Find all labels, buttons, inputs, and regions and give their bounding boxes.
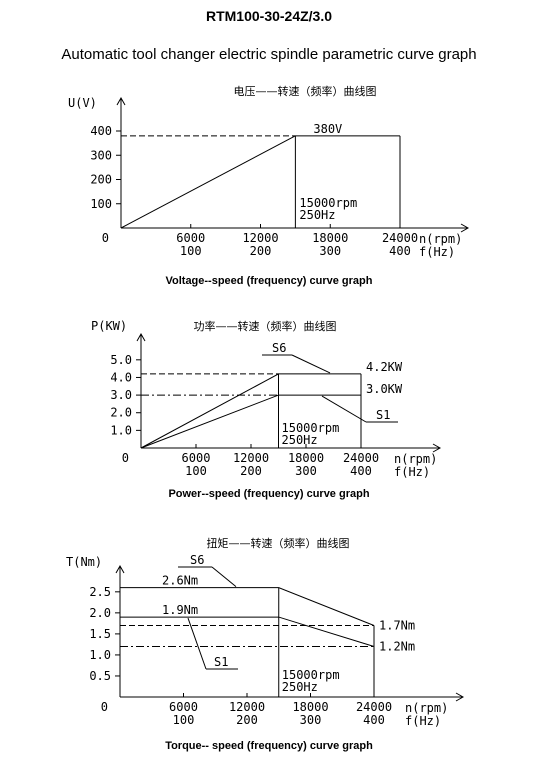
s1-torque-start-label: 1.9Nm: [162, 603, 198, 617]
x-tick-label-rpm: 12000: [242, 231, 278, 245]
s1-legend-label: S1: [214, 655, 228, 669]
y-axis-title: P(KW): [91, 319, 127, 333]
chart-chinese-title: 电压——转速（频率）曲线图: [234, 84, 377, 98]
x-tick-label-hz: 400: [363, 713, 385, 727]
x-tick-label-hz: 300: [300, 713, 322, 727]
x-tick-label-hz: 400: [389, 244, 411, 258]
y-axis-arrow: [116, 96, 126, 106]
x-tick-label-hz: 200: [240, 464, 262, 478]
s6-power-value: 4.2KW: [366, 360, 403, 374]
y-tick-label: 2.0: [89, 606, 111, 620]
origin-label: 0: [102, 231, 109, 245]
origin-label: 0: [101, 700, 108, 714]
x-tick-label-hz: 200: [236, 713, 258, 727]
y-tick-label: 2.0: [110, 406, 132, 420]
y-tick-label: 5.0: [110, 353, 132, 367]
s1-power-value: 3.0KW: [366, 382, 403, 396]
s1-torque-line: [120, 616, 375, 647]
y-tick-label: 2.5: [89, 585, 111, 599]
x-axis-title-hz: f(Hz): [419, 245, 455, 259]
x-axis-title-rpm: n(rpm): [394, 452, 437, 466]
s6-power-line: [140, 373, 361, 449]
y-axis-title: U(V): [68, 96, 97, 110]
chart-caption: Power--speed (frequency) curve graph: [168, 488, 369, 500]
x-tick-label-hz: 100: [180, 244, 202, 258]
s1-leader-line: [321, 395, 367, 423]
y-tick-label: 200: [90, 173, 112, 187]
voltage-ramp-line: [120, 135, 296, 229]
chart-chinese-title: 功率——转速（频率）曲线图: [194, 319, 337, 333]
base-freq-label: 250Hz: [282, 680, 318, 694]
x-axis-title-hz: f(Hz): [405, 714, 441, 728]
x-tick-label-hz: 300: [319, 244, 341, 258]
x-tick-label-rpm: 24000: [343, 451, 379, 465]
x-tick-label-hz: 100: [173, 713, 195, 727]
x-tick-label-hz: 400: [350, 464, 372, 478]
x-tick-label-rpm: 24000: [356, 700, 392, 714]
x-axis-arrow: [460, 223, 470, 233]
x-tick-label-hz: 100: [185, 464, 207, 478]
y-axis-arrow: [136, 332, 146, 342]
x-tick-label-rpm: 6000: [176, 231, 205, 245]
x-tick-label-rpm: 24000: [382, 231, 418, 245]
s1-leader-line: [187, 617, 207, 670]
page-subtitle: Automatic tool changer electric spindle …: [61, 46, 477, 63]
x-axis-arrow: [432, 443, 442, 453]
x-tick-label-hz: 300: [295, 464, 317, 478]
x-tick-label-rpm: 6000: [182, 451, 211, 465]
x-axis-arrow: [455, 692, 465, 702]
s6-torque-start-label: 2.6Nm: [162, 574, 198, 588]
s6-legend-label: S6: [272, 341, 286, 355]
base-freq-label: 250Hz: [299, 208, 335, 222]
chart-caption: Voltage--speed (frequency) curve graph: [165, 275, 372, 287]
s6-torque-end-label: 1.7Nm: [379, 618, 415, 632]
s1-torque-end-label: 1.2Nm: [379, 640, 415, 654]
x-axis-title-rpm: n(rpm): [419, 232, 462, 246]
y-tick-label: 400: [90, 124, 112, 138]
base-speed-label: 15000rpm: [282, 668, 340, 682]
rated-voltage-label: 380V: [313, 122, 342, 136]
s6-legend-label: S6: [190, 553, 204, 567]
x-tick-label-rpm: 18000: [288, 451, 324, 465]
x-tick-label-rpm: 12000: [229, 700, 265, 714]
model-title: RTM100-30-24Z/3.0: [205, 8, 333, 24]
s6-leader-line: [291, 354, 331, 374]
chart-chinese-title: 扭矩——转速（频率）曲线图: [207, 536, 350, 550]
s6-leader-line: [211, 566, 237, 588]
base-speed-label: 15000rpm: [299, 196, 357, 210]
y-axis-title: T(Nm): [66, 555, 102, 569]
x-axis-title-hz: f(Hz): [394, 465, 430, 479]
y-tick-label: 1.5: [89, 627, 111, 641]
x-tick-label-rpm: 18000: [312, 231, 348, 245]
y-tick-label: 1.0: [89, 648, 111, 662]
y-tick-label: 4.0: [110, 370, 132, 384]
x-tick-label-rpm: 6000: [169, 700, 198, 714]
x-tick-label-hz: 200: [250, 244, 272, 258]
y-tick-label: 1.0: [110, 423, 132, 437]
y-tick-label: 100: [90, 197, 112, 211]
y-tick-label: 3.0: [110, 388, 132, 402]
x-axis-title-rpm: n(rpm): [405, 701, 448, 715]
s6-torque-line: [120, 587, 375, 626]
y-tick-label: 0.5: [89, 669, 111, 683]
y-axis-arrow: [115, 564, 125, 574]
x-tick-label-rpm: 18000: [292, 700, 328, 714]
origin-label: 0: [122, 451, 129, 465]
x-tick-label-rpm: 12000: [233, 451, 269, 465]
y-tick-label: 300: [90, 148, 112, 162]
base-speed-label: 15000rpm: [282, 421, 340, 435]
chart-caption: Torque-- speed (frequency) curve graph: [165, 740, 373, 752]
base-freq-label: 250Hz: [282, 433, 318, 447]
s1-legend-label: S1: [376, 408, 390, 422]
